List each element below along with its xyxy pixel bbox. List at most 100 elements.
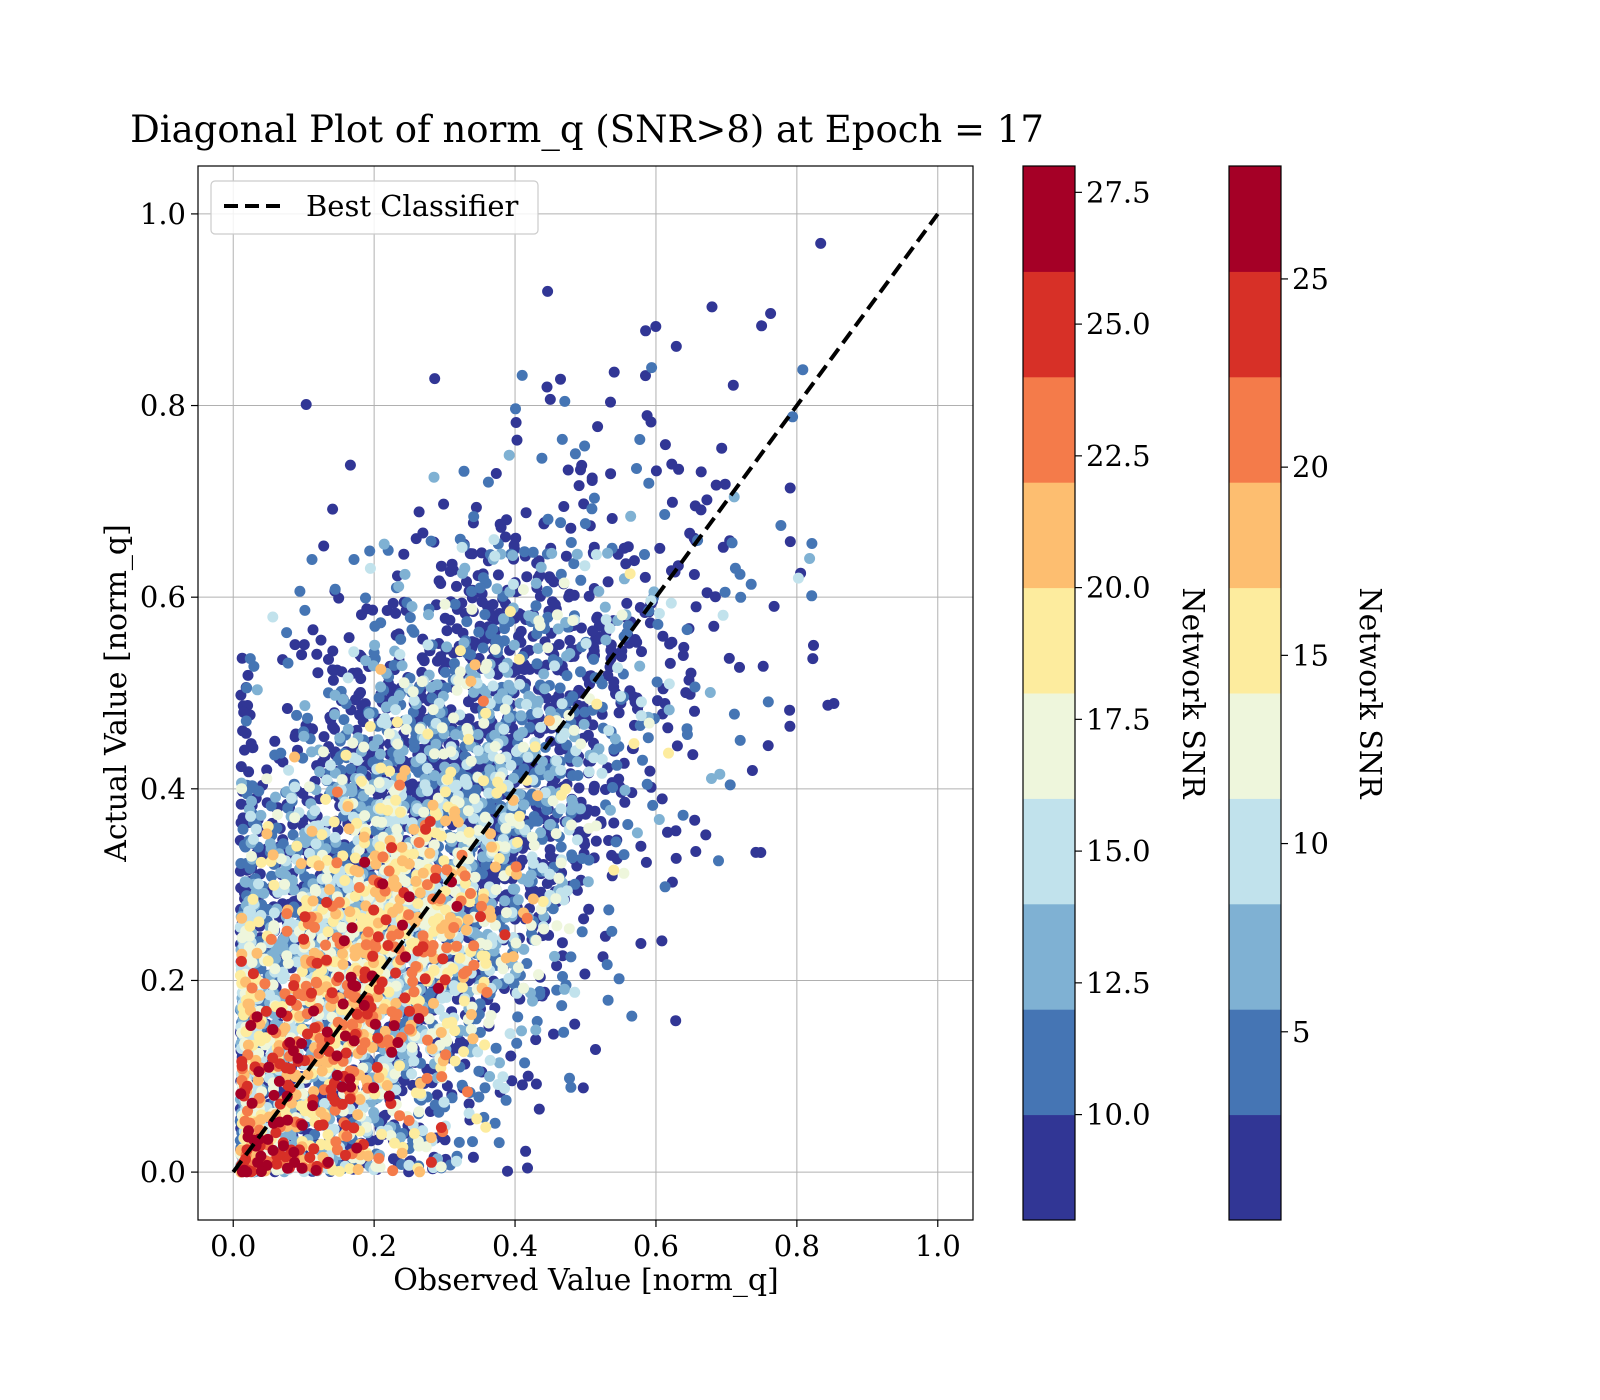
scatter-point <box>710 479 722 491</box>
scatter-point <box>815 237 827 249</box>
scatter-point <box>612 662 624 674</box>
scatter-point <box>708 620 720 632</box>
scatter-point <box>610 836 622 848</box>
scatter-point <box>395 633 407 645</box>
scatter-point <box>556 732 568 744</box>
scatter-point <box>482 476 494 488</box>
scatter-point <box>433 575 445 587</box>
scatter-point <box>306 554 318 565</box>
scatter-point <box>531 658 543 670</box>
scatter-point <box>657 630 669 642</box>
scatter-point <box>390 607 402 619</box>
scatter-point <box>709 591 721 603</box>
scatter-point <box>765 308 777 319</box>
scatter-point <box>400 723 412 735</box>
scatter-point <box>559 395 571 407</box>
scatter-point <box>572 756 583 768</box>
scatter-point <box>607 782 619 793</box>
scatter-point <box>689 814 701 826</box>
scatter-point <box>564 634 576 646</box>
scatter-point <box>535 721 547 733</box>
scatter-point <box>641 410 653 422</box>
scatter-point <box>476 596 488 608</box>
scatter-point <box>415 752 427 764</box>
scatter-point <box>503 679 515 691</box>
scatter-point <box>567 615 579 626</box>
scatter-point <box>510 417 522 428</box>
scatter-point <box>451 1155 462 1167</box>
scatter-point <box>551 960 563 972</box>
scatter-point <box>659 439 671 451</box>
scatter-point <box>571 548 583 560</box>
scatter-point <box>590 1044 601 1055</box>
scatter-point <box>545 818 556 830</box>
scatter-point <box>582 876 594 888</box>
scatter-point <box>553 639 565 650</box>
scatter-point <box>484 1054 496 1066</box>
scatter-point <box>541 381 553 393</box>
scatter-point <box>359 810 371 822</box>
scatter-point <box>499 895 511 907</box>
scatter-point <box>567 691 579 702</box>
scatter-point <box>719 478 731 490</box>
scatter-point <box>650 321 662 332</box>
scatter-point <box>555 857 567 869</box>
scatter-point <box>451 580 462 592</box>
scatter-point <box>538 668 550 680</box>
scatter-point <box>635 938 647 949</box>
scatter-point <box>664 657 676 669</box>
scatter-point <box>428 471 440 483</box>
scatter-point <box>613 707 625 719</box>
scatter-point <box>499 1082 510 1094</box>
scatter-point <box>503 449 515 461</box>
scatter-point <box>507 578 519 590</box>
scatter-point <box>519 1057 531 1069</box>
scatter-point <box>588 492 600 504</box>
scatter-point <box>556 433 568 445</box>
scatter-point <box>554 682 566 694</box>
scatter-point <box>416 676 428 688</box>
scatter-point <box>556 937 568 949</box>
scatter-point <box>242 669 254 681</box>
scatter-point <box>602 994 614 1006</box>
scatter-point <box>724 779 736 791</box>
scatter-point <box>294 585 306 597</box>
scatter-point <box>701 494 713 506</box>
scatter-point <box>690 846 702 857</box>
scatter-point <box>746 765 758 776</box>
scatter-point <box>408 1055 420 1067</box>
scatter-point <box>250 823 262 835</box>
scatter-point <box>621 597 633 609</box>
scatter-point <box>631 827 643 839</box>
scatter-point <box>635 840 647 852</box>
scatter-point <box>413 1106 425 1118</box>
scatter-point <box>806 590 818 602</box>
scatter-point <box>235 761 247 773</box>
scatter-point <box>238 706 250 718</box>
scatter-point <box>575 666 586 678</box>
scatter-point <box>566 849 578 861</box>
scatter-point <box>643 717 655 729</box>
scatter-point <box>583 854 595 866</box>
scatter-point <box>268 907 280 919</box>
scatter-point <box>241 682 253 694</box>
scatter-point <box>586 475 598 486</box>
scatter-point <box>757 660 769 672</box>
scatter-point <box>512 894 524 906</box>
scatter-point <box>248 833 259 845</box>
scatter-point <box>441 1080 453 1092</box>
scatter-point <box>422 639 434 651</box>
scatter-point <box>394 649 406 660</box>
scatter-point <box>512 962 524 974</box>
scatter-point <box>488 534 500 546</box>
scatter-point <box>473 1065 485 1077</box>
scatter-point <box>602 547 614 559</box>
scatter-point <box>625 510 637 522</box>
scatter-point <box>569 1018 581 1030</box>
scatter-point <box>656 935 668 947</box>
scatter-point <box>279 878 291 890</box>
scatter-point <box>500 531 511 543</box>
scatter-point <box>590 835 602 847</box>
scatter-point <box>518 982 529 994</box>
scatter-point <box>555 373 566 385</box>
